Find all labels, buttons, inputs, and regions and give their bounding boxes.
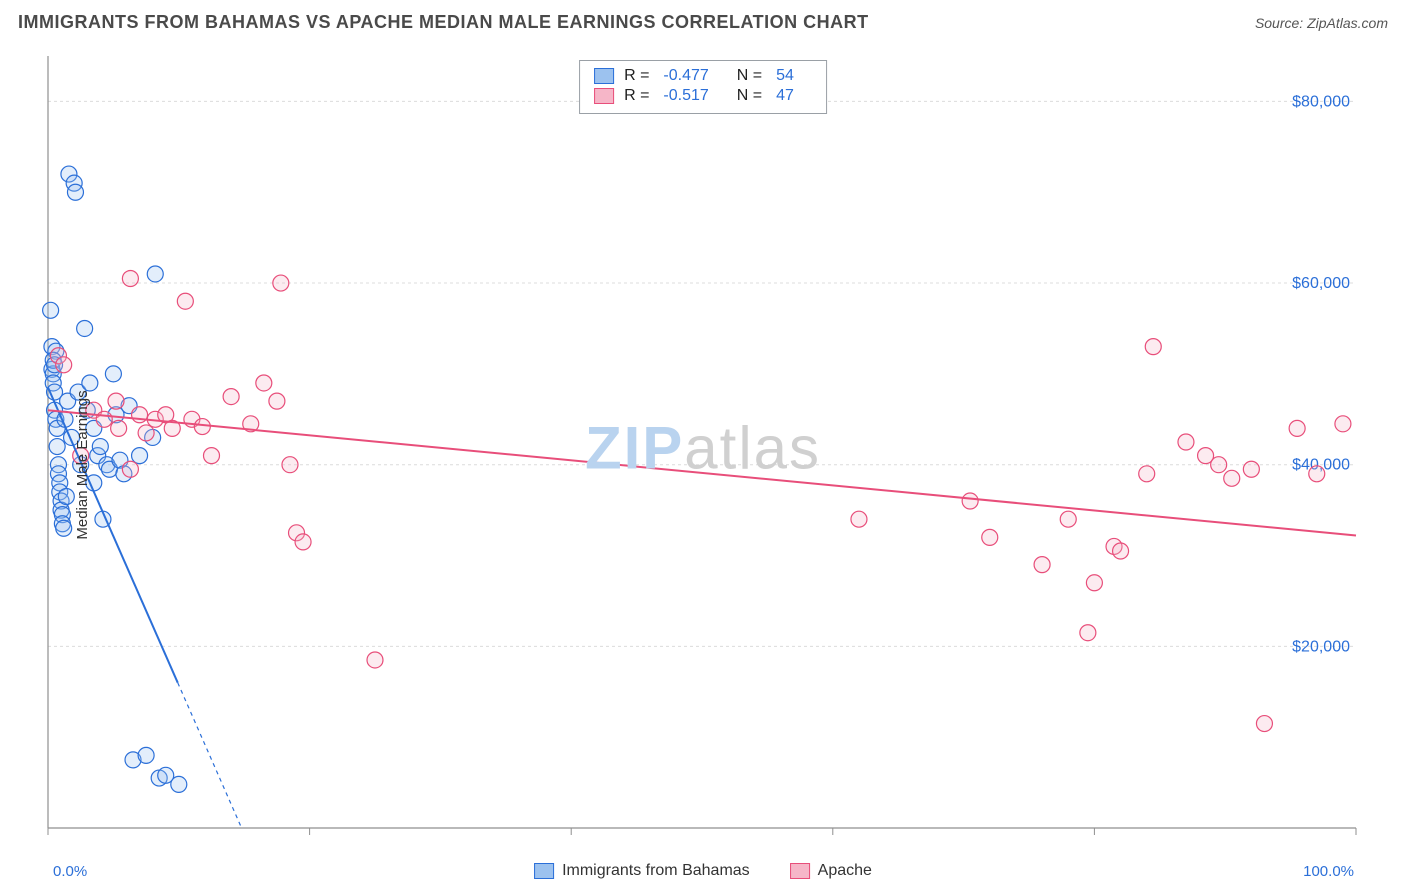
legend-item-label-0: Immigrants from Bahamas <box>562 862 750 880</box>
svg-text:$60,000: $60,000 <box>1292 275 1350 292</box>
y-axis-label: Median Male Earnings <box>74 390 91 539</box>
x-axis-max-label: 100.0% <box>1303 863 1354 880</box>
legend-item-0: Immigrants from Bahamas <box>534 862 750 880</box>
source-prefix: Source: <box>1255 15 1307 31</box>
stat-n-label-1: N = <box>737 87 762 105</box>
scatter-chart: $20,000$40,000$60,000$80,000 <box>18 50 1388 880</box>
legend-item-label-1: Apache <box>818 862 872 880</box>
legend-swatch-1 <box>594 88 614 104</box>
legend-row-series-1: R = -0.517 N = 47 <box>594 87 812 105</box>
svg-text:$80,000: $80,000 <box>1292 93 1350 110</box>
stat-n-label-0: N = <box>737 67 762 85</box>
correlation-legend: R = -0.477 N = 54 R = -0.517 N = 47 <box>579 60 827 114</box>
stat-r-val-1: -0.517 <box>663 87 708 105</box>
svg-text:$20,000: $20,000 <box>1292 638 1350 655</box>
source-attribution: Source: ZipAtlas.com <box>1255 15 1388 31</box>
legend-row-series-0: R = -0.477 N = 54 <box>594 67 812 85</box>
stat-r-label-1: R = <box>624 87 649 105</box>
stat-r-label-0: R = <box>624 67 649 85</box>
legend-swatch-0 <box>594 68 614 84</box>
source-name: ZipAtlas.com <box>1307 15 1388 31</box>
stat-r-val-0: -0.477 <box>663 67 708 85</box>
series-legend: Immigrants from Bahamas Apache <box>534 862 872 880</box>
legend-item-1: Apache <box>790 862 872 880</box>
stat-n-val-0: 54 <box>776 67 794 85</box>
stat-n-val-1: 47 <box>776 87 794 105</box>
chart-container: Median Male Earnings ZIPatlas $20,000$40… <box>18 50 1388 880</box>
x-axis-min-label: 0.0% <box>53 863 87 880</box>
page-title: IMMIGRANTS FROM BAHAMAS VS APACHE MEDIAN… <box>18 12 869 33</box>
legend-item-swatch-0 <box>534 863 554 879</box>
legend-item-swatch-1 <box>790 863 810 879</box>
